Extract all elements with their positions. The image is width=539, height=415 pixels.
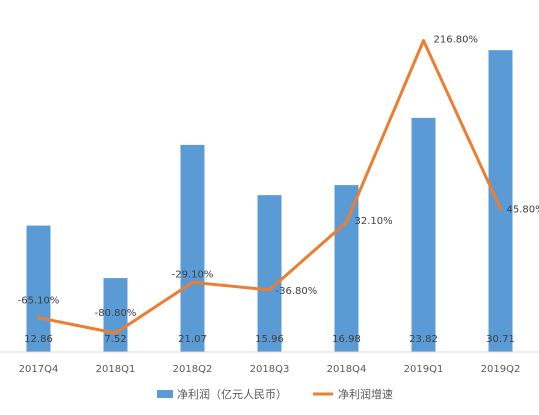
bar-value-label-2018Q4: 16.98 <box>332 334 361 345</box>
growth-value-label-2018Q4: 32.10% <box>355 216 393 227</box>
growth-value-label-2018Q3: -36.80% <box>276 286 318 297</box>
bar-2018Q4 <box>335 185 359 352</box>
bar-2018Q2 <box>181 145 205 352</box>
legend-line-label: 净利润增速 <box>338 387 393 401</box>
tick-label-2017Q4: 2017Q4 <box>19 364 59 375</box>
growth-value-label-2018Q1: -80.80% <box>95 308 137 319</box>
tick-label-2018Q3: 2018Q3 <box>250 364 290 375</box>
bar-value-label-2018Q1: 7.52 <box>104 334 126 345</box>
bar-value-label-2018Q2: 21.07 <box>178 334 207 345</box>
growth-value-label-2019Q1: 216.80% <box>434 35 479 46</box>
growth-point-2018Q3 <box>268 288 271 291</box>
legend: 净利润（亿元人民币） 净利润增速 <box>157 387 393 401</box>
bar-value-label-2017Q4: 12.86 <box>24 334 53 345</box>
legend-bar-label: 净利润（亿元人民币） <box>177 387 287 401</box>
bar-2019Q1 <box>412 118 436 352</box>
growth-value-label-2017Q4: -65.10% <box>18 296 60 307</box>
bar-2018Q3 <box>258 195 282 352</box>
bar-value-label-2019Q1: 23.82 <box>409 334 438 345</box>
growth-point-2018Q2 <box>191 281 194 284</box>
bar-2019Q2 <box>489 50 513 352</box>
growth-point-2019Q1 <box>422 39 425 42</box>
bar-value-label-2018Q3: 15.96 <box>255 334 284 345</box>
growth-point-2019Q2 <box>499 207 502 210</box>
tick-label-2018Q1: 2018Q1 <box>96 364 136 375</box>
growth-point-2018Q4 <box>345 221 348 224</box>
growth-point-2017Q4 <box>37 316 40 319</box>
tick-label-2018Q4: 2018Q4 <box>327 364 367 375</box>
tick-label-2018Q2: 2018Q2 <box>173 364 213 375</box>
tick-label-2019Q1: 2019Q1 <box>404 364 444 375</box>
growth-value-label-2019Q2: 45.80% <box>507 205 539 216</box>
legend-bar-swatch <box>157 390 173 398</box>
growth-value-label-2018Q2: -29.10% <box>172 269 214 280</box>
bar-value-label-2019Q2: 30.71 <box>486 334 515 345</box>
tick-label-2019Q2: 2019Q2 <box>481 364 521 375</box>
bars-layer <box>27 50 513 352</box>
